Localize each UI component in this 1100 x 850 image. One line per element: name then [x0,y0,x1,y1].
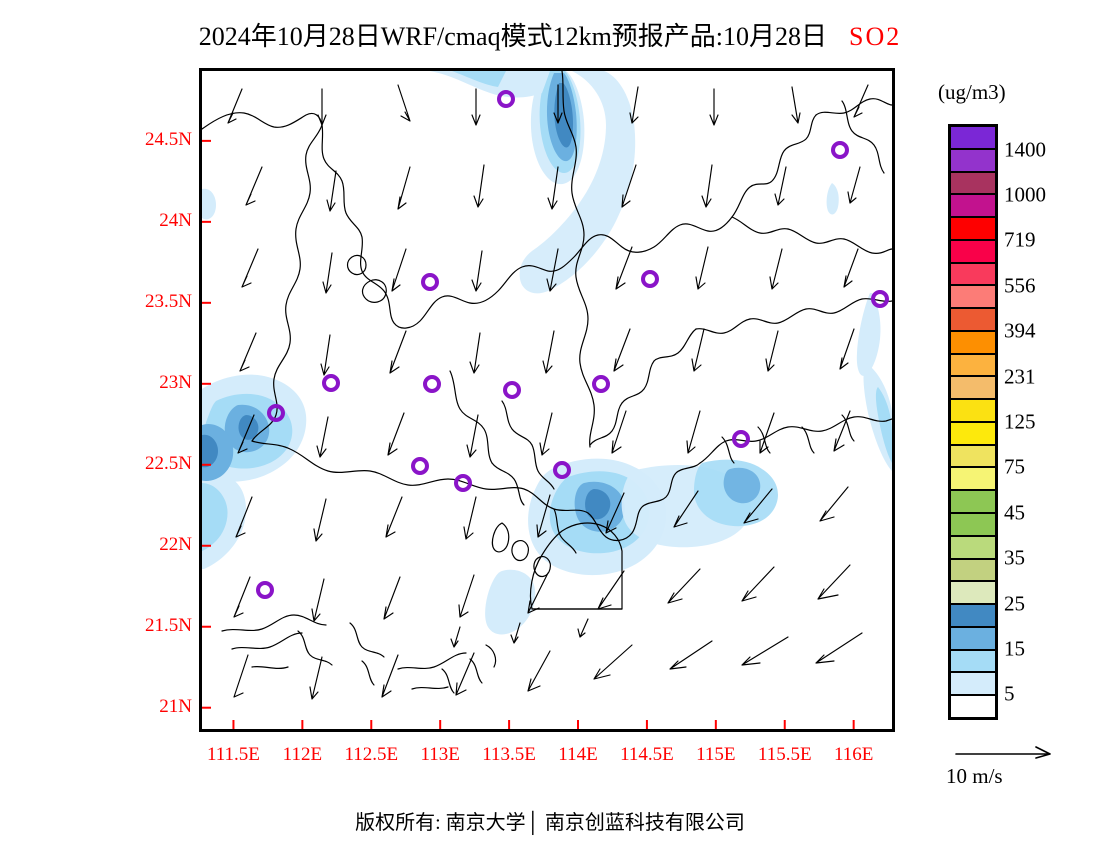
axis-ticks [202,139,855,729]
colorbar-band [951,491,995,515]
colorbar-band [951,127,995,150]
colorbar-band [951,149,995,173]
concentration-contours [202,71,892,635]
longitude-tick-label: 113E [420,744,460,765]
colorbar-band [951,673,995,697]
colorbar-band [951,559,995,583]
administrative-boundaries [202,71,892,694]
longitude-tick-label: 113.5E [482,744,536,765]
colorbar-band [951,331,995,355]
chart-title-main: 2024年10月28日WRF/cmaq模式12km预报产品:10月28日 [198,22,828,51]
colorbar-band [951,605,995,628]
colorbar-band [951,263,995,287]
colorbar-tick-label: 75 [1004,454,1025,479]
station-marker [732,430,750,448]
colorbar-band [951,240,995,264]
colorbar-tick-label: 25 [1004,591,1025,616]
colorbar-band [951,445,995,469]
longitude-tick-label: 115E [696,744,736,765]
longitude-tick-label: 114E [558,744,598,765]
longitude-tick-label: 111.5E [206,744,260,765]
colorbar-band [951,377,995,401]
station-marker [592,375,610,393]
colorbar-band [951,309,995,332]
wind-scale-legend: 10 m/s [938,742,1088,792]
colorbar-tick-label: 5 [1004,681,1015,706]
colorbar-band [951,422,995,446]
colorbar-band [951,354,995,378]
latitude-tick-label: 21N [159,695,192,717]
longitude-tick-label: 112E [282,744,323,765]
chart-title-species: SO2 [849,22,902,51]
station-marker [831,141,849,159]
colorbar-tick-label: 231 [1004,364,1036,389]
latitude-tick-label: 23.5N [145,290,192,312]
colorbar-tick-label: 45 [1004,500,1025,525]
latitude-tick-label: 22N [159,533,192,555]
longitude-tick-label: 116E [833,744,874,765]
station-marker [423,375,441,393]
station-marker [421,273,439,291]
colorbar-legend: (ug/m3) 1400 1000 719 556 394 231 125 75 45 35 25 1… [930,80,1100,740]
station-marker [641,270,659,288]
station-marker [503,381,521,399]
station-marker [322,374,340,392]
wind-scale-label: 10 m/s [946,764,1003,788]
colorbar-tick-labels: 1400 1000 719 556 394 231 125 75 45 35 25 15 5 [1004,124,1100,720]
longitude-tick-label: 112.5E [344,744,399,765]
map-plot-area[interactable] [199,68,895,732]
longitude-tick-label: 115.5E [757,744,812,765]
colorbar-band [951,286,995,310]
colorbar-tick-label: 15 [1004,636,1025,661]
colorbar-tick-label: 719 [1004,227,1036,252]
colorbar-tick-label: 35 [1004,545,1025,570]
colorbar-band [951,400,995,423]
longitude-tick-label: 114.5E [620,744,674,765]
colorbar-band [951,468,995,492]
latitude-axis: 24.5N 24N 23.5N 23N 22.5N 22N 21.5N 21N [100,0,192,850]
longitude-axis: 111.5E 112E 112.5E 113E 113.5E 114E 114.5E 115E… [0,744,1100,774]
colorbar-tick-label: 1400 [1004,137,1046,162]
colorbar-band [951,195,995,219]
latitude-tick-label: 21.5N [145,614,192,636]
station-marker [256,581,274,599]
colorbar-tick-label: 556 [1004,273,1036,298]
colorbar-units-label: (ug/m3) [938,80,1006,104]
colorbar-band [951,536,995,560]
station-marker [553,461,571,479]
colorbar-band [951,514,995,537]
colorbar-band [951,218,995,241]
chart-title: 2024年10月28日WRF/cmaq模式12km预报产品:10月28日 SO2 [0,16,1100,53]
colorbar-tick-label: 1000 [1004,182,1046,207]
latitude-tick-label: 22.5N [145,452,192,474]
latitude-tick-label: 23N [159,371,192,393]
colorbar-tick-label: 394 [1004,318,1036,343]
copyright-footer: 版权所有: 南京大学│ 南京创蓝科技有限公司 [355,812,745,834]
right-arrow-icon [955,746,1051,759]
wind-vector-field [227,84,869,700]
colorbar-band [951,582,995,606]
station-marker [871,290,889,308]
colorbar-tick-label: 125 [1004,409,1036,434]
station-markers[interactable] [256,90,889,599]
station-marker [497,90,515,108]
map-canvas [202,71,892,700]
colorbar-band [951,627,995,651]
colorbar[interactable] [948,124,998,720]
latitude-tick-label: 24.5N [145,128,192,150]
latitude-tick-label: 24N [159,209,192,231]
colorbar-band [951,696,995,717]
station-marker [267,404,285,422]
colorbar-band [951,172,995,196]
colorbar-band [951,650,995,674]
station-marker [411,457,429,475]
station-marker [454,474,472,492]
